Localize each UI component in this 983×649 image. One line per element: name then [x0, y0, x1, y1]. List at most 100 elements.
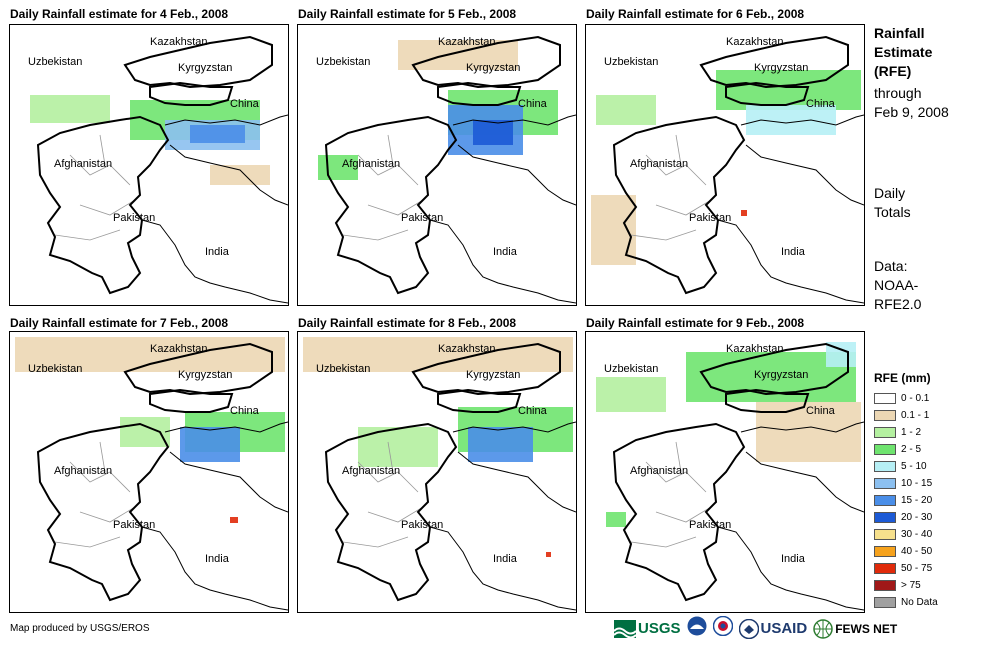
sidebar-title-line-2: Estimate	[874, 44, 933, 60]
panel-title-2: Daily Rainfall estimate for 5 Feb., 2008	[298, 7, 517, 21]
rainfall-area	[596, 377, 666, 412]
legend-label: 0 - 0.1	[901, 393, 930, 404]
legend-item: 0 - 0.1	[874, 390, 938, 407]
country-label-pakistan: Pakistan	[401, 212, 443, 224]
afghanistan-pakistan-border	[324, 115, 458, 295]
panel-title-4: Daily Rainfall estimate for 7 Feb., 2008	[10, 316, 229, 330]
rainfall-area	[591, 195, 636, 265]
country-label-india: India	[493, 246, 518, 258]
rainfall-area	[358, 427, 438, 467]
country-label-china: China	[230, 405, 260, 417]
map-canvas: Kazakhstan Uzbekistan Kyrgyzstan China Afgha…	[303, 337, 576, 611]
legend-swatch	[874, 512, 896, 523]
rainfall-area	[468, 427, 533, 462]
map-canvas: Kazakhstan Uzbekistan Kyrgyzstan China Afgha…	[28, 35, 288, 304]
legend-item: 10 - 15	[874, 475, 938, 492]
legend-item: 15 - 20	[874, 492, 938, 509]
country-label-afghanistan: Afghanistan	[630, 465, 688, 477]
legend-item: 1 - 2	[874, 424, 938, 441]
sidebar-title-line-3: (RFE)	[874, 63, 912, 79]
sidebar-data-line-3: RFE2.0	[874, 296, 922, 312]
legend-label: 20 - 30	[901, 512, 933, 523]
country-label-india: India	[205, 246, 230, 258]
country-label-india: India	[205, 553, 230, 565]
map-canvas: Kazakhstan Uzbekistan Kyrgyzstan China Afgha…	[15, 337, 288, 611]
sidebar-through: through	[874, 85, 922, 101]
legend-title: RFE (mm)	[874, 371, 931, 385]
legend-label: 10 - 15	[901, 478, 933, 489]
usaid-seal-icon: USAID	[738, 618, 808, 639]
legend-item: 50 - 75	[874, 560, 938, 577]
usaid-logo-text: USAID	[760, 620, 808, 637]
country-border-line	[717, 526, 864, 611]
legend-swatch	[874, 478, 896, 489]
country-border-line	[457, 144, 576, 206]
legend-label: No Data	[901, 597, 938, 608]
country-label-kazakhstan: Kazakhstan	[726, 36, 783, 48]
country-label-kyrgyzstan: Kyrgyzstan	[466, 62, 520, 74]
country-label-kazakhstan: Kazakhstan	[438, 343, 495, 355]
country-border-line	[452, 114, 576, 126]
legend-item: 20 - 30	[874, 509, 938, 526]
kyrgyzstan-border	[437, 81, 522, 106]
country-label-pakistan: Pakistan	[689, 519, 731, 531]
sidebar-data-line-1: Data:	[874, 258, 908, 274]
country-label-china: China	[230, 98, 260, 110]
kazakhstan-border	[411, 35, 561, 89]
legend-label: 50 - 75	[901, 563, 933, 574]
rainfall-area	[230, 517, 238, 523]
country-label-kazakhstan: Kazakhstan	[150, 36, 207, 48]
country-label-india: India	[781, 553, 806, 565]
panel-title-5: Daily Rainfall estimate for 8 Feb., 2008	[298, 316, 517, 330]
afghanistan-pakistan-border	[324, 422, 458, 602]
sidebar-totals-line-1: Daily	[874, 185, 906, 201]
country-label-kazakhstan: Kazakhstan	[438, 36, 495, 48]
admin-boundaries	[342, 134, 424, 241]
country-border-line	[745, 451, 864, 513]
country-border-line	[740, 421, 864, 433]
rainfall-area	[120, 417, 170, 447]
sidebar-totals: Daily Totals	[874, 184, 911, 222]
afghanistan-pakistan-border	[36, 115, 170, 295]
panel-title-3: Daily Rainfall estimate for 6 Feb., 2008	[586, 7, 805, 21]
legend-swatch	[874, 410, 896, 421]
country-label-kazakhstan: Kazakhstan	[150, 343, 207, 355]
country-label-kyrgyzstan: Kyrgyzstan	[178, 62, 232, 74]
country-label-pakistan: Pakistan	[113, 212, 155, 224]
kyrgyzstan-border	[149, 81, 234, 106]
kyrgyzstan-border	[437, 388, 522, 413]
afghanistan-pakistan-border	[612, 422, 746, 602]
country-border-line	[717, 219, 864, 304]
country-label-pakistan: Pakistan	[401, 519, 443, 531]
rainfall-area	[741, 210, 747, 216]
country-label-kazakhstan: Kazakhstan	[726, 343, 783, 355]
legend-label: 30 - 40	[901, 529, 933, 540]
rainfall-area	[606, 512, 626, 527]
sidebar-title-line-1: Rainfall	[874, 25, 925, 41]
rainfall-area	[180, 427, 240, 462]
kazakhstan-border	[699, 342, 849, 396]
legend-label: 1 - 2	[901, 427, 922, 438]
country-label-india: India	[781, 246, 806, 258]
kazakhstan-border	[123, 342, 273, 396]
credit-text: Map produced by USGS/EROS	[10, 623, 150, 634]
rainfall-area	[15, 337, 285, 372]
country-label-uzbekistan: Uzbekistan	[316, 56, 370, 68]
nws-logo-icon	[712, 615, 733, 641]
admin-boundaries	[54, 134, 136, 241]
country-label-kyrgyzstan: Kyrgyzstan	[754, 369, 808, 381]
legend-swatch	[874, 427, 896, 438]
admin-boundaries	[630, 134, 712, 241]
country-label-uzbekistan: Uzbekistan	[604, 56, 658, 68]
country-label-china: China	[806, 405, 836, 417]
country-label-china: China	[806, 98, 836, 110]
rainfall-map-3: Kazakhstan Uzbekistan Kyrgyzstan China Afgha…	[585, 24, 865, 306]
country-border-line	[452, 421, 576, 433]
legend-swatch	[874, 444, 896, 455]
country-label-uzbekistan: Uzbekistan	[28, 363, 82, 375]
legend-label: 2 - 5	[901, 444, 922, 455]
legend-item: No Data	[874, 594, 938, 611]
kazakhstan-border	[123, 35, 273, 89]
noaa-logo-icon	[687, 616, 707, 641]
rainfall-area	[596, 95, 656, 125]
